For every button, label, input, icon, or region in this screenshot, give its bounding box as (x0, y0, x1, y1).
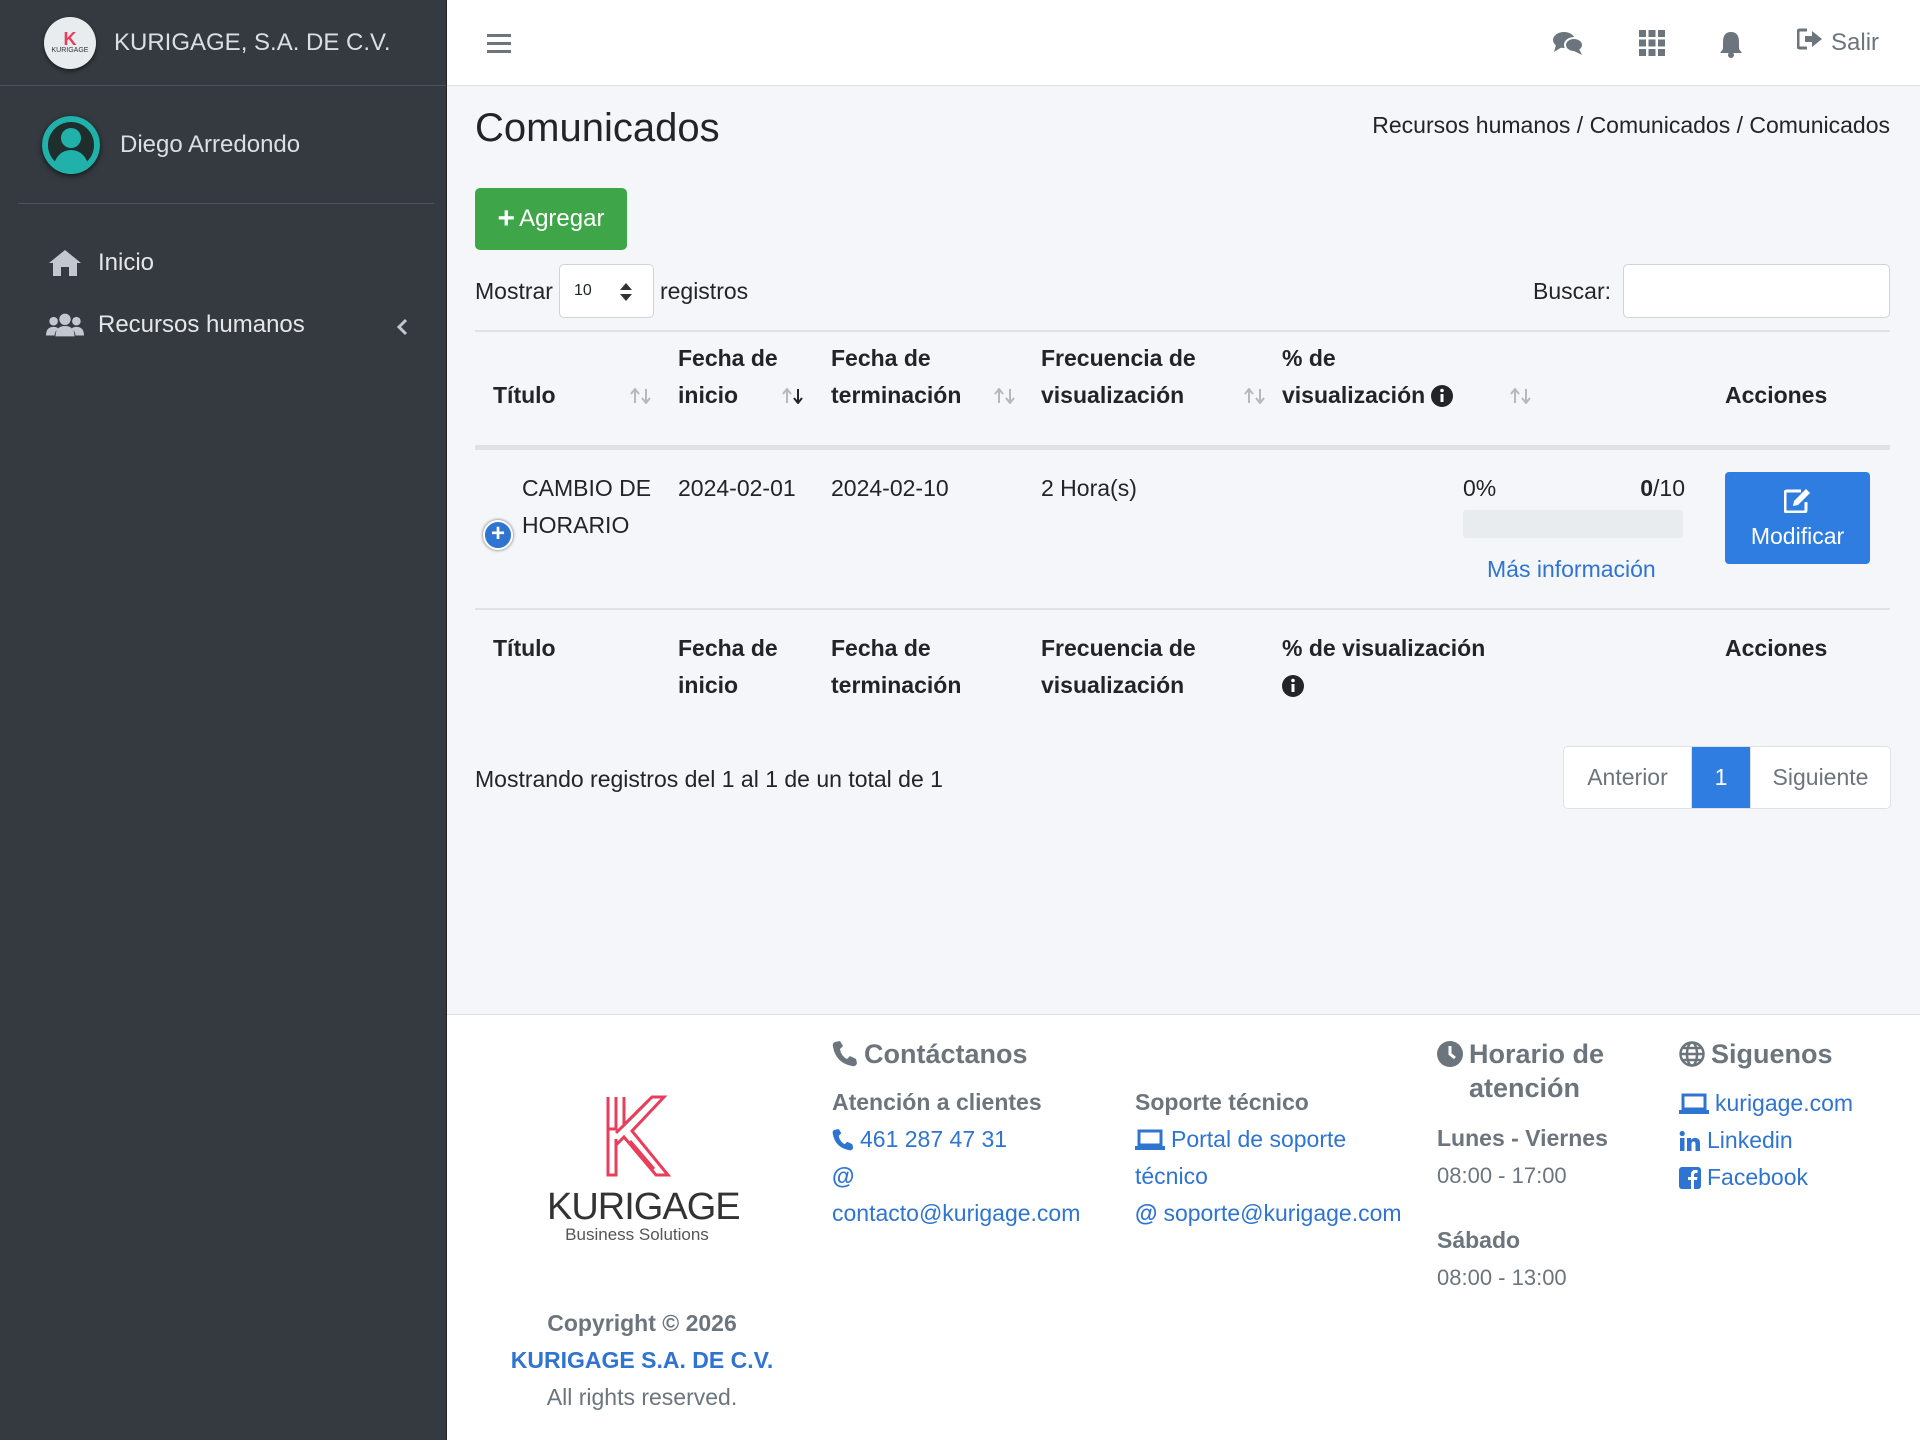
cell-titulo: CAMBIO DE HORARIO (522, 475, 652, 538)
sidebar-item-label: Recursos humanos (98, 311, 305, 338)
table-footer: Título Fecha de inicio Fecha de terminació… (493, 635, 1828, 698)
brand-link[interactable]: K KURIGAGE KURIGAGE, S.A. DE C.V. (0, 0, 446, 86)
header-fecha-terminacion[interactable]: Fecha de terminación (831, 345, 962, 408)
page-button-1[interactable]: 1 (1692, 747, 1750, 808)
page-title: Comunicados (475, 106, 720, 150)
home-icon (46, 248, 84, 278)
page-size-control: Mostrar 10 registros (475, 264, 748, 318)
sort-icon[interactable] (1509, 387, 1533, 409)
facebook-link[interactable]: Facebook (1679, 1159, 1853, 1196)
modify-button[interactable]: Modificar (1725, 472, 1870, 564)
kurigage-logo-icon (606, 1095, 672, 1177)
pagination: Anterior 1 Siguiente (1563, 746, 1891, 809)
apps-grid-icon[interactable] (1639, 30, 1665, 61)
edit-icon (1783, 487, 1812, 523)
support-email-link[interactable]: @ soporte@kurigage.com (1135, 1195, 1402, 1232)
table-row: + CAMBIO DE HORARIO 2024-02-01 2024-02-1… (475, 450, 1890, 610)
footer: KURIGAGE Business Solutions Copyright © … (447, 1014, 1920, 1440)
info-icon[interactable] (1431, 384, 1454, 407)
page-size-select[interactable]: 10 (558, 264, 654, 318)
header-acciones: Acciones (1725, 382, 1828, 408)
cell-porcentaje: 0% (1463, 475, 1497, 501)
select-arrows-icon (619, 281, 633, 308)
header-frecuencia[interactable]: Frecuencia de visualización (1041, 345, 1196, 408)
users-icon (46, 310, 84, 340)
breadcrumb: Recursos humanos / Comunicados / Comunic… (1372, 112, 1890, 138)
brand-logo: K KURIGAGE (44, 16, 96, 69)
table-info: Mostrando registros del 1 al 1 de un tot… (475, 766, 943, 792)
add-button[interactable]: + Agregar (475, 188, 627, 250)
logout-button[interactable]: Salir (1796, 28, 1879, 57)
laptop-icon (1135, 1129, 1165, 1150)
clock-icon (1437, 1037, 1469, 1075)
header-titulo[interactable]: Título (493, 382, 556, 408)
hamburger-menu-icon[interactable] (487, 33, 511, 60)
header-porcentaje[interactable]: % de visualización (1282, 340, 1454, 414)
cell-frecuencia: 2 Hora(s) (1041, 475, 1137, 501)
social-links: kurigage.com Linkedin Facebook (1679, 1085, 1853, 1196)
sort-icon[interactable] (993, 387, 1017, 409)
next-page-button[interactable]: Siguiente (1750, 747, 1890, 808)
topbar: Salir (447, 0, 1920, 86)
logout-icon (1796, 28, 1831, 57)
chevron-left-icon (396, 315, 408, 343)
website-link[interactable]: kurigage.com (1679, 1085, 1853, 1122)
bell-icon[interactable] (1719, 30, 1743, 63)
main-content: Comunicados Recursos humanos / Comunicad… (447, 86, 1920, 1014)
brand-name: KURIGAGE, S.A. DE C.V. (114, 28, 391, 56)
company-link[interactable]: KURIGAGE S.A. DE C.V. (510, 1347, 774, 1373)
at-icon: @ (1135, 1200, 1158, 1226)
linkedin-link[interactable]: Linkedin (1679, 1122, 1853, 1159)
cell-fecha-terminacion: 2024-02-10 (831, 475, 949, 501)
search-input[interactable] (1623, 264, 1890, 318)
table-header: Título Fecha de inicio Fecha de terminac… (475, 330, 1890, 450)
plus-icon: + (497, 202, 516, 235)
expand-row-icon[interactable]: + (483, 520, 513, 550)
laptop-icon (1679, 1093, 1709, 1114)
previous-page-button[interactable]: Anterior (1564, 747, 1692, 808)
more-info-link[interactable]: Más información (1487, 556, 1656, 582)
sidebar-item-recursos-humanos[interactable]: Recursos humanos (0, 294, 446, 356)
info-icon[interactable] (1282, 674, 1304, 697)
phone-icon (832, 1037, 864, 1075)
chat-icon[interactable] (1552, 30, 1584, 61)
user-panel[interactable]: Diego Arredondo (18, 86, 434, 204)
view-progress-bar (1463, 510, 1683, 538)
globe-icon (1679, 1037, 1711, 1075)
support-portal-link[interactable]: Portal de soporte (1135, 1121, 1402, 1158)
cell-vistos: 0/10 (1640, 475, 1685, 501)
contact-links: 461 287 47 31 @ contacto@kurigage.com (832, 1121, 1080, 1232)
linkedin-icon (1679, 1130, 1700, 1151)
phone-icon (832, 1128, 854, 1150)
contact-heading: Contáctanos (832, 1037, 1028, 1075)
facebook-icon (1679, 1166, 1701, 1189)
sidebar-nav: Inicio Recursos humanos (0, 232, 446, 356)
copyright: Copyright © 2026 KURIGAGE S.A. DE C.V. A… (477, 1305, 807, 1416)
contact-email-link[interactable]: contacto@kurigage.com (832, 1200, 1081, 1226)
at-icon: @ (832, 1163, 855, 1189)
comunicados-table: Título Fecha de inicio Fecha de terminac… (475, 330, 1890, 720)
cell-fecha-inicio: 2024-02-01 (678, 475, 796, 501)
footer-logo: KURIGAGE Business Solutions (547, 1095, 741, 1245)
search-control: Buscar: (1533, 264, 1890, 318)
avatar (42, 115, 100, 174)
sidebar-item-label: Inicio (98, 249, 155, 276)
hours-heading: Horario de atención (1437, 1037, 1604, 1105)
sidebar: K KURIGAGE KURIGAGE, S.A. DE C.V. Diego … (0, 0, 447, 1440)
sidebar-item-inicio[interactable]: Inicio (0, 232, 446, 294)
sort-icon[interactable] (1243, 387, 1267, 409)
sort-icon[interactable] (629, 387, 653, 409)
phone-link[interactable]: 461 287 47 31 (832, 1121, 1080, 1158)
user-name: Diego Arredondo (120, 130, 301, 158)
follow-heading: Siguenos (1679, 1037, 1833, 1075)
sort-desc-icon[interactable] (781, 387, 805, 409)
header-fecha-inicio[interactable]: Fecha de inicio (678, 345, 778, 408)
support-links: Portal de soporte técnico @ soporte@kurig… (1135, 1121, 1402, 1232)
